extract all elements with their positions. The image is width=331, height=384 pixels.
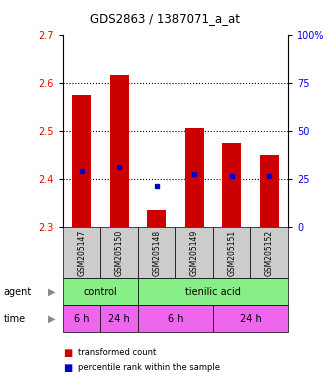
Text: time: time — [3, 314, 25, 324]
Text: 6 h: 6 h — [168, 314, 183, 324]
Text: 24 h: 24 h — [108, 314, 130, 324]
Text: 6 h: 6 h — [74, 314, 89, 324]
Bar — [251, 227, 288, 278]
Bar — [213, 305, 288, 332]
Bar — [110, 75, 128, 227]
Text: ■: ■ — [63, 363, 72, 373]
Bar — [138, 305, 213, 332]
Bar — [72, 94, 91, 227]
Bar — [63, 227, 100, 278]
Text: agent: agent — [3, 287, 31, 297]
Text: ▶: ▶ — [48, 287, 55, 297]
Bar — [222, 142, 241, 227]
Text: GSM205149: GSM205149 — [190, 229, 199, 276]
Bar — [63, 278, 138, 305]
Text: transformed count: transformed count — [78, 348, 156, 357]
Text: 24 h: 24 h — [240, 314, 261, 324]
Text: GSM205151: GSM205151 — [227, 229, 236, 276]
Bar — [63, 305, 100, 332]
Bar — [185, 128, 204, 227]
Text: GSM205147: GSM205147 — [77, 229, 86, 276]
Text: ■: ■ — [63, 348, 72, 358]
Bar — [147, 210, 166, 227]
Bar — [213, 227, 251, 278]
Text: GSM205150: GSM205150 — [115, 229, 124, 276]
Text: ▶: ▶ — [48, 314, 55, 324]
Text: GSM205148: GSM205148 — [152, 229, 161, 276]
Bar — [138, 278, 288, 305]
Bar — [260, 154, 279, 227]
Text: tienilic acid: tienilic acid — [185, 287, 241, 297]
Text: GSM205152: GSM205152 — [265, 229, 274, 276]
Bar — [100, 305, 138, 332]
Bar — [138, 227, 175, 278]
Bar — [175, 227, 213, 278]
Bar — [100, 227, 138, 278]
Text: GDS2863 / 1387071_a_at: GDS2863 / 1387071_a_at — [90, 12, 241, 25]
Text: control: control — [83, 287, 117, 297]
Text: percentile rank within the sample: percentile rank within the sample — [78, 363, 220, 372]
